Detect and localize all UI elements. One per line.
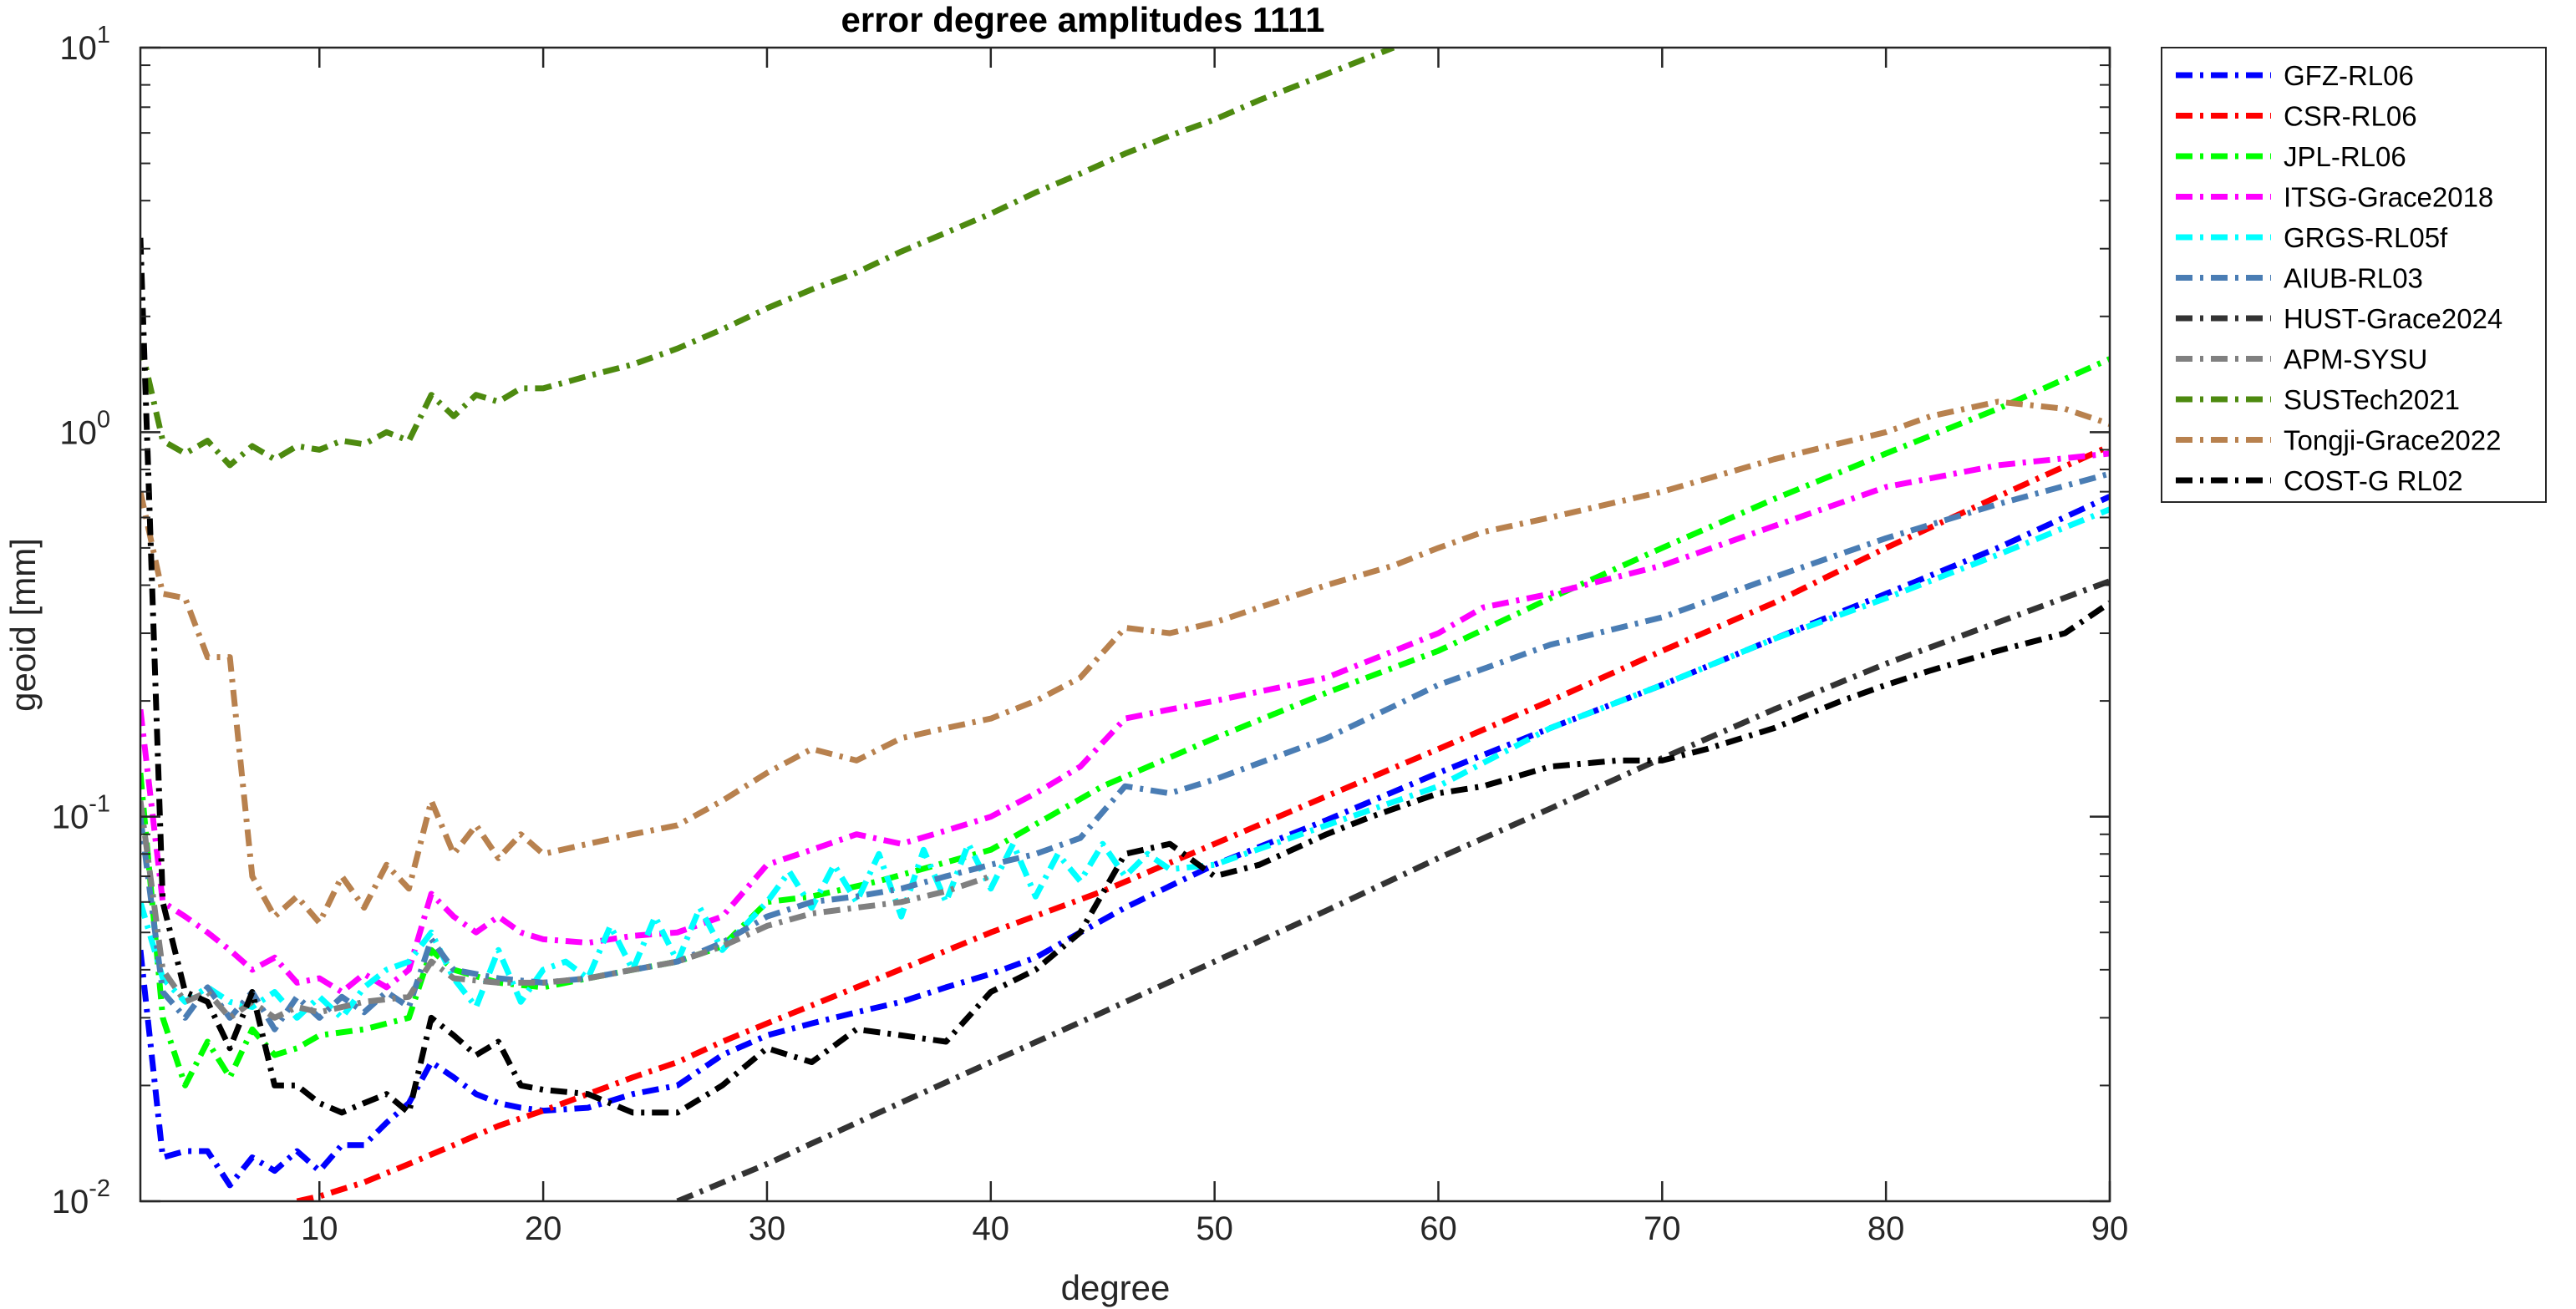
y-tick-label: 10-2 [52, 1175, 110, 1220]
plot-frame [139, 46, 2111, 1203]
y-tick-label: 10-1 [52, 791, 110, 836]
series-line-0 [140, 494, 2110, 1189]
series-line-5 [140, 470, 2110, 1032]
x-axis-label: degree [1061, 1268, 1171, 1307]
legend-entry-9: Tongji-Grace2022 [2284, 425, 2502, 456]
series-line-10 [140, 237, 2110, 1116]
legend-entry-3: ITSG-Grace2018 [2284, 182, 2493, 213]
legend: GFZ-RL06 CSR-RL06 JPL-RL06 ITSG-Grace2018 GR… [2161, 47, 2547, 503]
x-tick-label: 20 [525, 1210, 562, 1247]
legend-entry-7: APM-SYSU [2284, 344, 2427, 375]
series-line-6 [676, 578, 2110, 1201]
series-line-1 [296, 443, 2110, 1201]
legend-entry-5: AIUB-RL03 [2284, 263, 2423, 294]
legend-entry-8: SUSTech2021 [2284, 384, 2460, 415]
y-tick-label: 100 [59, 406, 110, 451]
series-line-9 [140, 398, 2110, 926]
legend-entry-0: GFZ-RL06 [2284, 60, 2414, 91]
series-line-7 [140, 800, 992, 1021]
series-line-8 [140, 48, 1395, 469]
series-line-2 [140, 356, 2110, 1088]
x-tick-label: 80 [1867, 1210, 1905, 1247]
x-tick-label: 50 [1196, 1210, 1233, 1247]
x-tick-label: 10 [301, 1210, 338, 1247]
x-tick-label: 70 [1644, 1210, 1681, 1247]
legend-entry-10: COST-G RL02 [2284, 465, 2463, 496]
legend-entry-2: JPL-RL06 [2284, 141, 2406, 172]
ticks-layer: 10 20 30 40 50 60 70 80 90 10-2 10-1 100 101 [52, 22, 2129, 1247]
x-tick-label: 30 [749, 1210, 786, 1247]
series-line-4 [140, 506, 2110, 1021]
series-line-3 [140, 450, 2110, 995]
series-layer [140, 48, 2110, 1201]
y-tick-label: 101 [59, 22, 110, 67]
legend-entry-6: HUST-Grace2024 [2284, 303, 2502, 334]
x-tick-label: 40 [973, 1210, 1010, 1247]
legend-entry-1: CSR-RL06 [2284, 101, 2417, 132]
y-axis-label: geoid [mm] [3, 538, 43, 712]
legend-entry-4: GRGS-RL05f [2284, 222, 2448, 253]
x-tick-label: 60 [1420, 1210, 1457, 1247]
x-tick-label: 90 [2091, 1210, 2129, 1247]
chart-title: error degree amplitudes 1111 [841, 0, 1325, 39]
